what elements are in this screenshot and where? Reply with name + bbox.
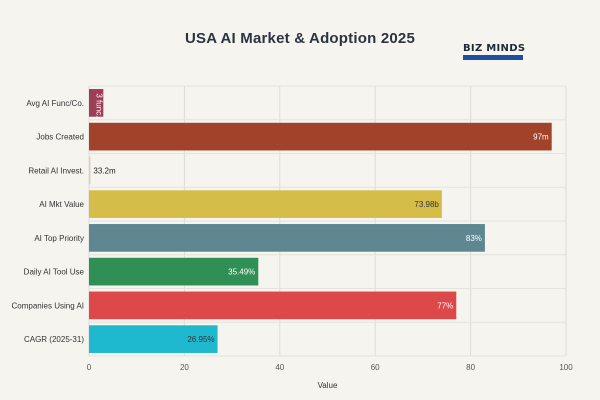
- x-tick-label: 40: [275, 363, 284, 372]
- bar-value-label: 33.2m: [93, 166, 116, 175]
- x-tick-label: 0: [87, 363, 92, 372]
- bar: [89, 190, 442, 218]
- x-tick-label: 80: [466, 363, 475, 372]
- bar: [89, 257, 259, 286]
- x-tick-label: 20: [180, 363, 189, 372]
- chart-title: USA AI Market & Adoption 2025: [184, 30, 415, 47]
- y-category-label: AI Top Priority: [34, 234, 84, 243]
- bar: [89, 122, 552, 151]
- logo-text: BIZ MINDS: [463, 43, 526, 54]
- bar: [89, 224, 485, 252]
- y-category-label: Daily AI Tool Use: [24, 268, 85, 277]
- y-category-label: AI Mkt Value: [39, 200, 84, 209]
- y-category-label: Jobs Created: [36, 133, 84, 142]
- bar-value-label: 73.98b: [414, 200, 439, 209]
- y-category-label: Retail AI Invest.: [28, 166, 84, 175]
- y-category-label: Companies Using AI: [12, 301, 84, 310]
- bar-value-label: 97m: [533, 133, 549, 142]
- bar-value-label: 83%: [466, 234, 482, 243]
- bar-value-label: 3 func.: [95, 93, 104, 117]
- logo-tagline-bar: [463, 55, 523, 60]
- bar-value-label: 26.95%: [187, 335, 214, 344]
- bar: [89, 291, 457, 320]
- x-axis-label: Value: [318, 381, 338, 390]
- bar: [89, 156, 91, 185]
- bar: [89, 325, 218, 353]
- y-category-label: Avg AI Func/Co.: [26, 99, 84, 108]
- bar: [89, 89, 104, 117]
- x-tick-label: 100: [559, 363, 573, 372]
- x-tick-label: 60: [371, 363, 380, 372]
- bar-value-label: 35.49%: [228, 268, 255, 277]
- y-category-label: CAGR (2025-31): [24, 335, 84, 344]
- bar-value-label: 77%: [437, 301, 453, 310]
- bizminds-logo: BIZ MINDS: [463, 43, 527, 63]
